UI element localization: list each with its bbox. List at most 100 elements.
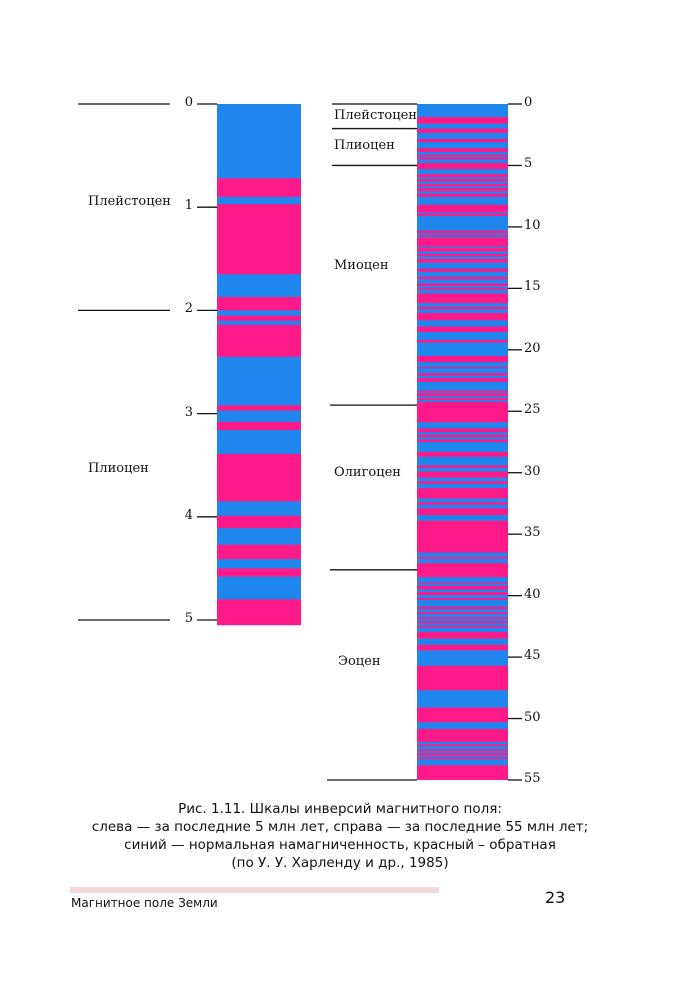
tick-label: 5 [524, 156, 533, 172]
reversed-polarity-band [417, 213, 508, 216]
tick-label: 35 [524, 525, 541, 541]
caption-line: (по У. У. Харленду и др., 1985) [231, 855, 449, 871]
reversed-polarity-band [417, 390, 508, 392]
reversed-polarity-band [217, 453, 301, 502]
reversed-polarity-band [217, 544, 301, 560]
tick-label: 55 [524, 771, 541, 786]
reversed-polarity-band [417, 451, 508, 457]
reversed-polarity-band [417, 556, 508, 559]
reversed-polarity-band [417, 765, 508, 780]
footer-rule [70, 887, 439, 893]
reversed-polarity-band [417, 287, 508, 290]
reversed-polarity-band [217, 324, 301, 357]
reversed-polarity-band [417, 148, 508, 152]
reversed-polarity-band [417, 625, 508, 628]
reversed-polarity-band [417, 606, 508, 610]
epoch-label: Миоцен [334, 258, 389, 273]
reversed-polarity-band [417, 392, 508, 396]
reversed-polarity-band [217, 599, 301, 626]
tick-label: 0 [524, 95, 533, 110]
tick-label: 20 [524, 340, 541, 356]
reversed-polarity-band [417, 428, 508, 433]
reversed-polarity-band [417, 665, 508, 691]
reversed-polarity-band [417, 293, 508, 304]
reversed-polarity-band [417, 591, 508, 596]
reversed-polarity-band [417, 744, 508, 747]
reversed-polarity-band [417, 508, 508, 516]
reversed-polarity-band [417, 502, 508, 505]
reversed-polarity-band [417, 378, 508, 382]
reversed-polarity-band [417, 276, 508, 280]
epoch-label: Плейстоцен [334, 108, 417, 123]
tick-label: 15 [524, 279, 541, 295]
reversed-polarity-band [417, 644, 508, 651]
tick-label: 4 [184, 507, 193, 523]
reversed-polarity-band [417, 204, 508, 213]
tick-label: 45 [524, 648, 541, 664]
reversed-polarity-band [417, 598, 508, 600]
tick-label: 5 [184, 611, 193, 626]
tick-label: 50 [524, 709, 541, 725]
tick-label: 10 [524, 217, 541, 233]
reversed-polarity-band [417, 612, 508, 615]
reversed-polarity-band [417, 465, 508, 468]
epoch-label: Плиоцен [334, 138, 395, 153]
caption-line: синий — нормальная намагниченность, крас… [124, 837, 556, 853]
figure-caption: Рис. 1.11. Шкалы инверсий магнитного пол… [40, 800, 640, 872]
reversed-polarity-band [417, 757, 508, 760]
tick-label: 0 [184, 95, 193, 110]
tick-label: 25 [524, 402, 541, 418]
reversed-polarity-band [417, 237, 508, 247]
reversed-polarity-band [417, 585, 508, 590]
reversed-polarity-band [417, 355, 508, 363]
epoch-label: Плиоцен [88, 461, 149, 476]
reversed-polarity-band [417, 253, 508, 257]
reversed-polarity-band [417, 230, 508, 234]
reversed-polarity-band [417, 156, 508, 160]
tick-label: 40 [524, 586, 541, 602]
reversed-polarity-band [417, 258, 508, 263]
reversed-polarity-band [417, 707, 508, 723]
reversed-polarity-band [417, 373, 508, 376]
reversed-polarity-band [417, 434, 508, 438]
reversed-polarity-band [217, 421, 301, 431]
reversed-polarity-band [217, 178, 301, 197]
reversed-polarity-band [217, 515, 301, 529]
reversed-polarity-band [417, 471, 508, 478]
reversed-polarity-band [417, 268, 508, 272]
reversed-polarity-band [417, 312, 508, 321]
reversed-polarity-band [417, 439, 508, 442]
reversed-polarity-band [217, 568, 301, 577]
reversed-polarity-band [417, 481, 508, 484]
reversed-polarity-band [417, 563, 508, 578]
reversed-polarity-band [417, 631, 508, 639]
reversed-polarity-band [417, 117, 508, 124]
reversed-polarity-band [417, 326, 508, 332]
reversed-polarity-band [217, 405, 301, 411]
epoch-label: Эоцен [338, 654, 381, 669]
reversed-polarity-band [417, 178, 508, 182]
reversed-polarity-band [417, 397, 508, 401]
reversed-polarity-band [417, 752, 508, 756]
reversed-polarity-band [417, 306, 508, 310]
reversed-polarity-band [417, 234, 508, 237]
tick-label: 30 [524, 463, 541, 479]
reversed-polarity-band [417, 728, 508, 742]
epoch-label: Плейстоцен [88, 194, 171, 209]
caption-line: слева — за последние 5 млн лет, справа —… [91, 819, 589, 835]
page-number: 23 [545, 888, 566, 907]
reversed-polarity-band [417, 582, 508, 584]
reversed-polarity-band [417, 188, 508, 192]
reversed-polarity-band [417, 128, 508, 133]
reversed-polarity-band [417, 621, 508, 624]
epoch-label: Олигоцен [334, 465, 401, 480]
reversed-polarity-band [417, 617, 508, 619]
reversed-polarity-band [217, 204, 301, 275]
caption-line: Рис. 1.11. Шкалы инверсий магнитного пол… [178, 801, 502, 817]
reversed-polarity-band [417, 183, 508, 187]
reversed-polarity-band [217, 315, 301, 321]
reversed-polarity-band [417, 339, 508, 343]
reversed-polarity-band [417, 193, 508, 197]
reversed-polarity-band [417, 367, 508, 369]
